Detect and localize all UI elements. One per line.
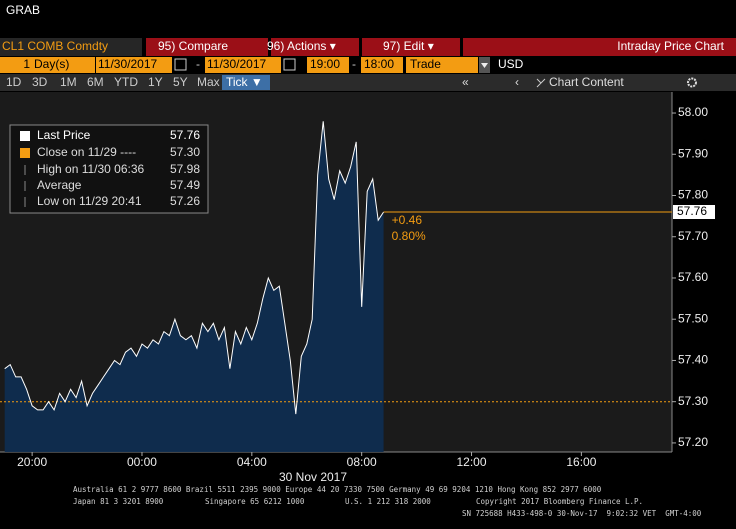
tab[interactable]: 6M bbox=[87, 75, 104, 89]
tab[interactable]: Max bbox=[197, 75, 220, 89]
y-tick-label: 57.20 bbox=[678, 435, 708, 449]
x-tick-label: 16:00 bbox=[566, 455, 596, 469]
x-tick-label: 00:00 bbox=[127, 455, 157, 469]
end-date-field[interactable] bbox=[205, 57, 281, 73]
end-time: 18:00 bbox=[364, 57, 394, 71]
nav-button[interactable]: « bbox=[462, 75, 469, 89]
y-tick-label: 57.40 bbox=[678, 353, 708, 367]
period-count: 1 bbox=[23, 57, 30, 71]
security-field[interactable] bbox=[0, 38, 142, 56]
calendar-icon[interactable] bbox=[174, 58, 187, 71]
currency: USD bbox=[498, 57, 524, 71]
button-label: 96) Actions ▾ bbox=[267, 39, 336, 53]
annotation: 0.80% bbox=[392, 229, 426, 243]
stat-value: 57.98 bbox=[170, 162, 200, 176]
stat-value: 57.30 bbox=[170, 145, 200, 159]
panel-title: Intraday Price Chart bbox=[617, 39, 724, 53]
y-tick-label: 57.30 bbox=[678, 394, 708, 408]
end-time-field[interactable] bbox=[361, 57, 403, 73]
y-tick-label: 57.50 bbox=[678, 311, 708, 325]
end-date: 11/30/2017 bbox=[207, 57, 266, 71]
edit-button[interactable] bbox=[362, 38, 460, 56]
tab[interactable]: 1D bbox=[6, 75, 22, 89]
start-date: 11/30/2017 bbox=[98, 57, 157, 71]
tab[interactable]: Tick ▼ bbox=[226, 75, 263, 89]
footer-line: Singapore 65 6212 1000 bbox=[205, 497, 305, 506]
chart-content-button[interactable]: Chart Content bbox=[549, 75, 624, 89]
price-line bbox=[4, 121, 385, 415]
footer-line: U.S. 1 212 318 2000 bbox=[345, 497, 431, 506]
window-title: GRAB bbox=[6, 3, 40, 17]
separator: - bbox=[352, 57, 356, 71]
legend-swatch bbox=[20, 131, 30, 141]
x-tick-label: 04:00 bbox=[237, 455, 267, 469]
stat-value: 57.49 bbox=[170, 178, 200, 192]
start-time: 19:00 bbox=[310, 57, 340, 71]
y-tick-label: 57.70 bbox=[678, 229, 708, 243]
stat-value: 57.26 bbox=[170, 194, 200, 208]
button-label: 95) Compare bbox=[158, 39, 228, 53]
x-tick-label: 12:00 bbox=[457, 455, 487, 469]
tab[interactable]: 1Y bbox=[148, 75, 163, 89]
toolbar bbox=[0, 74, 736, 91]
last-price-box bbox=[673, 205, 715, 219]
field-dropdown[interactable] bbox=[406, 57, 478, 73]
y-tick-label: 58.00 bbox=[678, 105, 708, 119]
legend-value: 57.76 bbox=[170, 128, 200, 142]
tab[interactable]: 1M bbox=[60, 75, 77, 89]
x-tick-label: 20:00 bbox=[17, 455, 47, 469]
annotation: +0.46 bbox=[392, 213, 423, 227]
compare-button[interactable] bbox=[146, 38, 268, 56]
chart-content-icon bbox=[536, 78, 546, 88]
nav-button[interactable]: ‹ bbox=[515, 75, 519, 89]
legend-label: Last Price bbox=[37, 128, 91, 142]
last-price-label: 57.76 bbox=[677, 204, 707, 218]
tab[interactable]: YTD bbox=[114, 75, 138, 89]
y-tick-label: 57.90 bbox=[678, 146, 708, 160]
period-unit: Day(s) bbox=[34, 57, 69, 71]
x-tick-label: 08:00 bbox=[347, 455, 377, 469]
arrow-icon bbox=[481, 63, 488, 68]
security: CL1 COMB Comdty bbox=[2, 39, 108, 53]
tab[interactable]: 3D bbox=[32, 75, 48, 89]
panel-title-bar bbox=[463, 38, 736, 56]
start-time-field[interactable] bbox=[307, 57, 349, 73]
actions-button[interactable] bbox=[271, 38, 359, 56]
legend-box bbox=[9, 124, 209, 214]
stat-label: Average bbox=[37, 178, 82, 192]
tab[interactable]: 5Y bbox=[173, 75, 188, 89]
field: Trade bbox=[410, 57, 441, 71]
stat-label: Close on 11/29 ---- bbox=[37, 145, 136, 159]
calendar-icon[interactable] bbox=[283, 58, 296, 71]
stat-label: High on 11/30 06:36 bbox=[37, 162, 145, 176]
button-label: 97) Edit ▾ bbox=[383, 39, 434, 53]
y-tick-label: 57.60 bbox=[678, 270, 708, 284]
settings-icon[interactable] bbox=[687, 77, 697, 88]
footer-line: Australia 61 2 9777 8600 Brazil 5511 239… bbox=[73, 485, 602, 494]
active-tab[interactable] bbox=[222, 75, 270, 90]
date-label: 30 Nov 2017 bbox=[279, 470, 347, 484]
stat-label: Low on 11/29 20:41 bbox=[37, 194, 142, 208]
y-tick-label: 57.80 bbox=[678, 188, 708, 202]
footer-line: Japan 81 3 3201 8900 bbox=[73, 497, 164, 506]
y-axis-area bbox=[672, 92, 736, 452]
footer-line: SN 725688 H433-498-0 30-Nov-17 9:02:32 V… bbox=[462, 509, 702, 518]
footer-line: Copyright 2017 Bloomberg Finance L.P. bbox=[476, 497, 643, 506]
legend-swatch bbox=[20, 148, 30, 158]
area bbox=[4, 121, 384, 453]
period-field[interactable] bbox=[0, 57, 95, 73]
separator: - bbox=[196, 57, 200, 71]
start-date-field[interactable] bbox=[96, 57, 172, 73]
